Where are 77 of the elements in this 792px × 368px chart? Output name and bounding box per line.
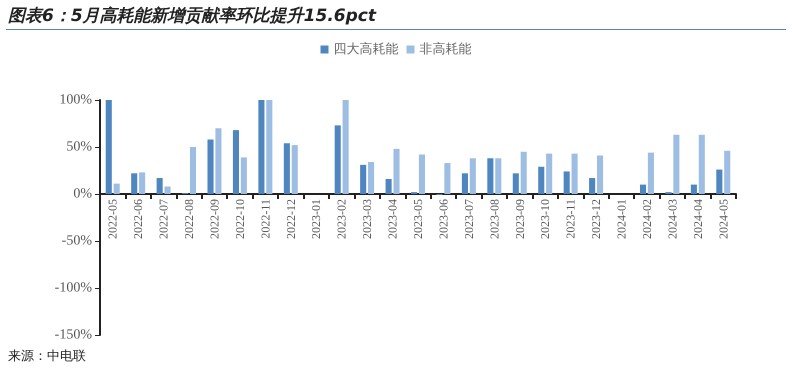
bar (360, 164, 366, 194)
bar (512, 173, 519, 194)
bar (139, 172, 146, 194)
bar (520, 152, 527, 194)
x-tick-label: 2023-03 (360, 199, 374, 239)
x-tick-label: 2022-11 (258, 199, 272, 239)
legend-label: 四大高耗能 (334, 41, 398, 57)
bar (462, 173, 468, 194)
bar (648, 152, 654, 194)
bar (393, 148, 400, 194)
bar (596, 155, 604, 194)
x-tick-label: 2024-04 (690, 199, 705, 239)
x-tick-label: 2023-10 (538, 199, 552, 239)
bar (106, 100, 112, 194)
bar (368, 162, 374, 194)
bar (495, 158, 502, 194)
bar (342, 100, 349, 194)
bar (538, 166, 544, 194)
bar (470, 158, 476, 194)
bar (589, 178, 596, 194)
x-tick-label: 2023-02 (334, 199, 349, 239)
x-tick-label: 2023-01 (309, 199, 324, 239)
source-note: 来源：中电联 (8, 348, 86, 365)
bar (673, 134, 680, 194)
bar (190, 147, 196, 194)
bar (716, 170, 722, 194)
legend-label: 非高耗能 (420, 41, 472, 57)
x-tick-label: 2024-02 (640, 199, 654, 239)
x-tick-label: 2022-06 (131, 199, 146, 239)
bar (690, 184, 697, 194)
bar (386, 178, 392, 194)
x-tick-label: 2023-06 (436, 199, 450, 239)
x-tick-label: 2024-05 (716, 199, 730, 239)
x-tick-label: 2023-04 (386, 199, 400, 239)
x-tick-label: 2023-12 (589, 199, 604, 239)
bar (640, 184, 646, 194)
x-tick-label: 2023-08 (487, 199, 502, 239)
x-tick-label: 2022-05 (106, 199, 120, 239)
x-tick-label: 2023-11 (564, 199, 578, 239)
x-tick-label: 2022-07 (156, 199, 171, 239)
x-tick-label: 2024-03 (665, 199, 680, 239)
bar (724, 150, 730, 194)
x-tick-label: 2022-12 (284, 199, 298, 239)
bar (266, 100, 272, 194)
y-tick-label: 0% (73, 186, 92, 202)
bar (572, 154, 578, 194)
bar (258, 100, 264, 194)
bar (292, 145, 298, 194)
x-tick-label: 2022-08 (182, 199, 196, 239)
chart-title: 图表6：5月高耗能新增贡献率环比提升15.6pct (8, 5, 376, 27)
bar (698, 134, 705, 194)
x-tick-label: 2022-10 (232, 199, 247, 239)
bar (334, 125, 341, 194)
y-tick-label: -100% (54, 280, 92, 296)
bar (418, 154, 425, 194)
bar (232, 130, 240, 194)
x-tick-label: 2022-09 (207, 199, 222, 239)
x-tick-label: 2024-01 (614, 199, 629, 239)
x-tick-label: 2023-07 (462, 199, 476, 239)
bar (207, 139, 214, 194)
y-tick-label: 50% (66, 140, 92, 154)
bar (215, 128, 222, 194)
y-tick-label: -150% (54, 328, 92, 342)
bar (444, 162, 450, 194)
y-tick-label: -50% (62, 234, 92, 248)
bar (164, 186, 171, 194)
bar (284, 143, 290, 194)
bar (240, 157, 247, 194)
x-tick-label: 2023-09 (512, 199, 527, 239)
bar (131, 173, 138, 194)
y-tick-label: 100% (59, 92, 92, 108)
bar (487, 158, 494, 194)
bar (564, 171, 570, 194)
x-tick-label: 2023-05 (411, 199, 425, 239)
bar (114, 184, 120, 194)
bar (156, 178, 163, 194)
bar (546, 154, 552, 194)
